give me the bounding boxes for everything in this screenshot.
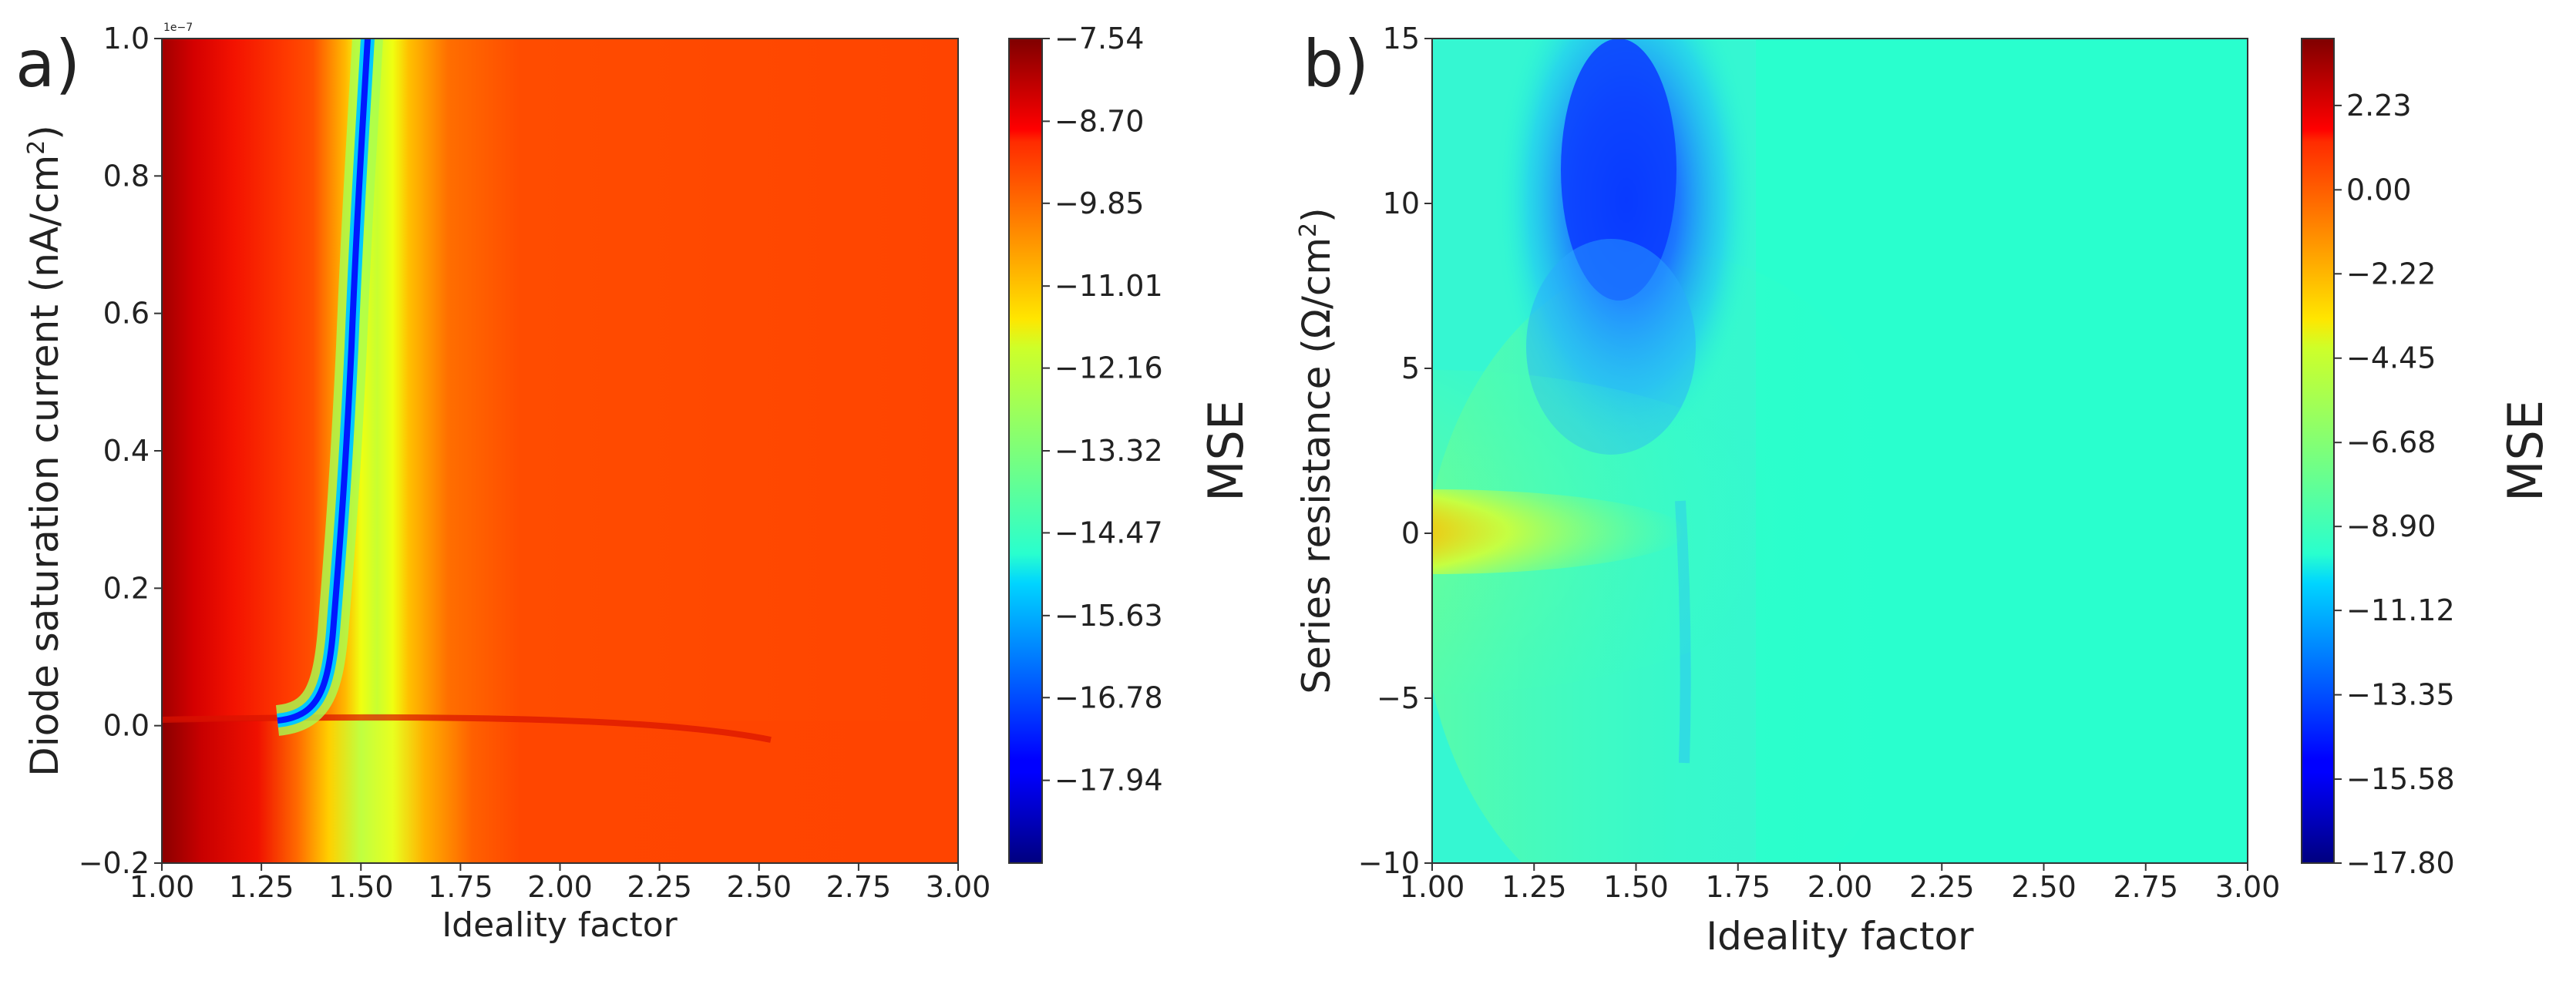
panel-b-colorbar-tick-label: −17.80 (2346, 846, 2455, 880)
panel-b: b) 1.00 1.25 1.50 1.75 2.00 2.25 2.50 2.75 3.00 −… (1294, 22, 2554, 959)
panel-a-xtick-label: 1.00 (129, 870, 195, 904)
panel-a-xlabel: Ideality factor (442, 905, 678, 945)
panel-a-ylabel: Diode saturation current (nA/cm2) (22, 125, 67, 777)
panel-a-colorbar-tick-label: −7.54 (1054, 22, 1144, 55)
panel-b-colorbar-tick-label: −4.45 (2346, 341, 2436, 375)
panel-b-colorbar-tick-label: −15.58 (2346, 762, 2455, 796)
panel-a-xtick-label: 3.00 (926, 870, 991, 904)
panel-a-xtick-label: 2.75 (826, 870, 892, 904)
panel-b-colorbar-ticks: 2.23 0.00 −2.22 −4.45 −6.68 −8.90 −11.12 −13.35… (2334, 89, 2455, 880)
panel-a-ytick-label: 0.0 (103, 709, 150, 743)
panel-b-xtick-label: 1.00 (1400, 870, 1465, 904)
panel-a-colorbar-tick-label: −9.85 (1054, 186, 1144, 220)
panel-b-ylabel: Series resistance (Ω/cm2) (1294, 207, 1339, 694)
panel-b-xtick-label: 3.00 (2215, 870, 2281, 904)
panel-b-ytick-label: −10 (1358, 846, 1420, 880)
panel-b-xtick-label: 1.75 (1705, 870, 1771, 904)
panel-a-xtick-label: 2.50 (726, 870, 792, 904)
panel-b-xtick-label: 2.75 (2113, 870, 2178, 904)
panel-b-ytick-label: 0 (1401, 516, 1420, 550)
panel-b-colorbar (2301, 38, 2335, 864)
panel-b-red-ridge (1432, 489, 1687, 574)
panel-b-blue-valley-core (1561, 39, 1676, 301)
panel-a-colorbar (1008, 38, 1043, 864)
panel-b-xtick-label: 2.25 (1909, 870, 1975, 904)
panel-b-label: b) (1303, 26, 1369, 102)
panel-b-axes: 1.00 1.25 1.50 1.75 2.00 2.25 2.50 2.75 3.00 −10 −… (1358, 22, 2281, 904)
panel-a-colorbar-tick-label: −15.63 (1054, 599, 1163, 633)
panel-a-heatmap-lower (162, 721, 958, 863)
panel-b-ytick-label: 10 (1383, 186, 1420, 220)
panel-a-ylabel-sup: 2 (23, 140, 50, 155)
panel-a-ytick-label: 0.2 (103, 571, 150, 605)
panel-b-colorbar-label: MSE (2497, 400, 2554, 502)
panel-b-ylabel-sup: 2 (1295, 223, 1322, 237)
panel-a-colorbar-tick-label: −12.16 (1054, 351, 1163, 385)
panel-a-xtick-label: 1.75 (428, 870, 493, 904)
panel-a-colorbar-tick-label: −14.47 (1054, 516, 1163, 549)
panel-b-colorbar-tick-label: 2.23 (2346, 89, 2412, 123)
panel-b-colorbar-tick-label: −13.35 (2346, 678, 2455, 712)
panel-a-ytick-label: 0.4 (103, 434, 150, 468)
panel-a-axes: 1.00 1.25 1.50 1.75 2.00 2.25 2.50 2.75 3.00 −0.2… (79, 22, 991, 904)
panel-b-xtick-label: 1.25 (1502, 870, 1567, 904)
panel-a-xtick-label: 1.50 (328, 870, 394, 904)
panel-b-colorbar-tick-label: 0.00 (2346, 173, 2412, 207)
panel-b-ylabel-close: ) (1294, 207, 1339, 223)
panel-a-ytick-label: 0.6 (103, 297, 150, 331)
panel-b-xtick-label: 2.50 (2011, 870, 2077, 904)
panel-b-colorbar-tick-label: −8.90 (2346, 509, 2436, 543)
panel-a-colorbar-tick-label: −13.32 (1054, 434, 1163, 468)
panel-a-colorbar-tick-label: −17.94 (1054, 764, 1163, 798)
panel-b-ytick-label: 15 (1383, 22, 1420, 55)
panel-a: a) 1.00 1.25 1.50 1.75 2.00 2.25 2.50 2.75 3.00 −… (15, 22, 1254, 945)
panel-a-ylabel-close: ) (22, 125, 67, 140)
panel-a-colorbar-label: MSE (1198, 400, 1254, 502)
panel-b-xtick-label: 2.00 (1808, 870, 1873, 904)
panel-a-ylabel-main: Diode saturation current (nA/cm (22, 155, 67, 777)
panel-b-xlabel: Ideality factor (1706, 914, 1974, 959)
panel-a-xtick-label: 2.00 (527, 870, 593, 904)
panel-b-ytick-label: −5 (1377, 681, 1420, 715)
panel-b-colorbar-tick-label: −6.68 (2346, 425, 2436, 459)
panel-a-valley-core (277, 39, 371, 724)
panel-b-xtick-label: 1.50 (1603, 870, 1669, 904)
panel-a-colorbar-ticks: −7.54 −8.70 −9.85 −11.01 −12.16 −13.32 −14.47 −… (1042, 22, 1163, 798)
panel-a-label: a) (15, 26, 80, 102)
panel-b-colorbar-tick-label: −11.12 (2346, 593, 2455, 627)
panel-b-ylabel-main: Series resistance (Ω/cm (1294, 237, 1339, 694)
panel-a-ytick-label: 0.8 (103, 159, 150, 193)
panel-b-colorbar-tick-label: −2.22 (2346, 257, 2436, 291)
panel-a-heatmap (162, 39, 958, 863)
panel-a-colorbar-tick-label: −16.78 (1054, 680, 1163, 714)
panel-a-xtick-label: 1.25 (229, 870, 294, 904)
panel-a-y-offset: 1e−7 (163, 22, 193, 34)
panel-a-ytick-label: 1.0 (103, 22, 150, 55)
panel-a-colorbar-tick-label: −11.01 (1054, 269, 1163, 303)
panel-a-ytick-label: −0.2 (79, 846, 150, 880)
panel-b-ytick-label: 5 (1401, 351, 1420, 385)
panel-a-xtick-label: 2.25 (627, 870, 692, 904)
panel-a-colorbar-tick-label: −8.70 (1054, 104, 1144, 138)
panel-b-heatmap (1432, 39, 2248, 863)
